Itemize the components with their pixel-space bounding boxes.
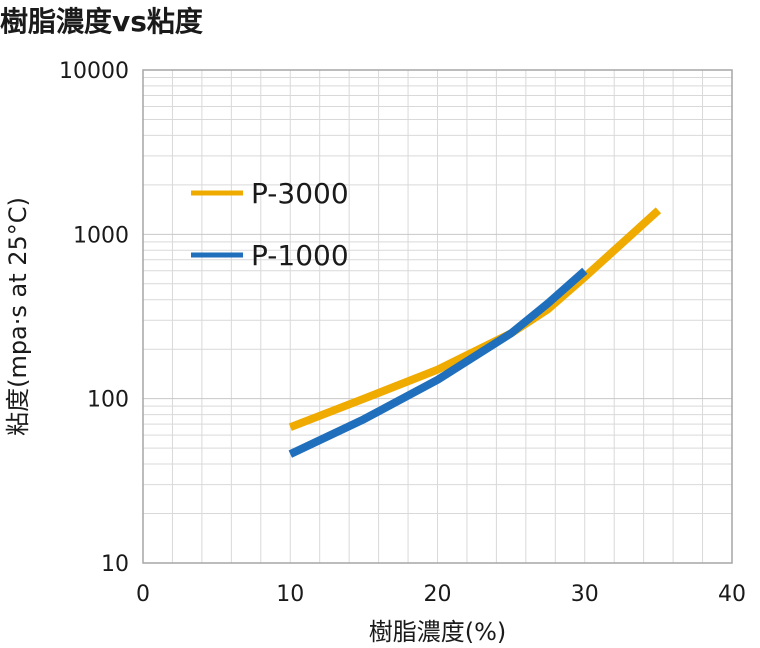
y-tick-label: 1000 xyxy=(73,223,129,248)
legend-label: P-1000 xyxy=(251,239,349,272)
x-tick-label: 30 xyxy=(571,582,599,607)
y-tick-label: 10000 xyxy=(59,59,129,84)
legend-label: P-3000 xyxy=(251,177,349,210)
x-tick-label: 20 xyxy=(424,582,452,607)
chart-title: 樹脂濃度vs粘度 xyxy=(0,5,203,38)
y-tick-label: 100 xyxy=(87,388,129,413)
x-tick-labels: 0 10 20 30 40 xyxy=(136,582,746,607)
grid xyxy=(143,70,732,563)
series-lines xyxy=(288,207,662,458)
x-tick-label: 10 xyxy=(276,582,304,607)
x-axis-title: 樹脂濃度(%) xyxy=(369,618,507,646)
y-axis-title: 粘度(mpa·s at 25°C) xyxy=(4,197,32,436)
y-tick-labels: 10 100 1000 10000 xyxy=(59,59,129,577)
legend: P-3000 P-1000 xyxy=(191,177,349,272)
x-tick-label: 40 xyxy=(718,582,746,607)
series-line-p-1000 xyxy=(288,267,588,458)
x-tick-label: 0 xyxy=(136,582,150,607)
y-tick-label: 10 xyxy=(101,552,129,577)
plot-frame xyxy=(142,69,733,564)
